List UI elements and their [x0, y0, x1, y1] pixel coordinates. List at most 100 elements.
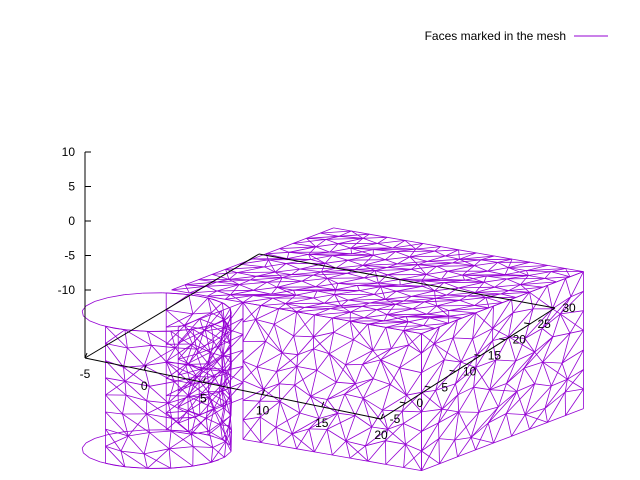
mesh-edge [196, 327, 225, 355]
mesh-edge [123, 367, 126, 382]
mesh-edge [132, 467, 152, 469]
mesh-edge [304, 305, 341, 308]
mesh-edge [524, 328, 543, 339]
mesh-edge [296, 366, 312, 397]
mesh-edge [165, 412, 189, 432]
mesh-edge [282, 352, 298, 356]
mesh-edge [239, 263, 265, 268]
mesh-edge [426, 310, 449, 315]
mesh-edge [216, 284, 240, 292]
mesh-edge [188, 363, 209, 365]
mesh-edge [211, 312, 225, 320]
mesh-edge [458, 249, 460, 260]
mesh-edge [438, 438, 440, 464]
mesh-edge [207, 424, 221, 436]
mesh-edge [105, 445, 122, 452]
mesh-edge [271, 293, 296, 296]
mesh-edge [275, 401, 281, 428]
mesh-edge [570, 290, 584, 298]
mesh-edge [206, 281, 217, 287]
mesh-edge [213, 401, 227, 409]
mesh-edge [260, 297, 273, 306]
mesh-edge [316, 290, 335, 295]
mesh-edge [403, 423, 422, 432]
mesh-edge [276, 366, 297, 372]
mesh-edge [128, 432, 150, 437]
mesh-edge [425, 274, 442, 280]
mesh-edge [188, 396, 196, 418]
mesh-edge [365, 428, 388, 447]
mesh-edge [475, 312, 493, 329]
mesh-edge [372, 350, 382, 361]
mesh-edge [376, 303, 396, 310]
mesh-edge [385, 296, 412, 300]
mesh-edge [487, 406, 499, 424]
mesh-edge [207, 363, 215, 378]
mesh-edge [208, 363, 227, 375]
mesh-edge [292, 428, 310, 435]
mesh-edge [274, 271, 283, 278]
mesh-edge [362, 348, 392, 365]
mesh-edge [332, 317, 351, 322]
mesh-edge [83, 315, 90, 322]
mesh-edge [567, 378, 584, 390]
mesh-edge [237, 272, 257, 277]
mesh-edge [524, 414, 530, 430]
mesh-edge [384, 320, 409, 323]
mesh-edge [331, 317, 335, 333]
mesh-edge [255, 305, 262, 320]
mesh-edge [107, 294, 125, 298]
mesh-edge [196, 353, 203, 370]
mesh-edge [350, 320, 369, 325]
mesh-edge [308, 428, 315, 452]
mesh-edge [187, 383, 192, 397]
mesh-edge [166, 383, 191, 396]
mesh-edge [225, 441, 232, 452]
mesh-edge [458, 411, 479, 413]
mesh-edge [308, 254, 311, 260]
mesh-edge [421, 274, 427, 282]
mesh-edge [475, 442, 494, 451]
mesh-edge [315, 243, 339, 248]
y-axis-back-line [84, 253, 260, 359]
mesh-edge [512, 308, 534, 314]
mesh-edge [433, 343, 445, 361]
mesh-edge [367, 324, 374, 351]
mesh-edge [335, 265, 364, 269]
mesh-edge [473, 359, 497, 388]
mesh-edge [520, 281, 557, 285]
mesh-edge [314, 311, 351, 316]
mesh-edge [404, 240, 423, 244]
mesh-edge [350, 243, 378, 249]
mesh-edge [313, 336, 330, 355]
mesh-edge [120, 450, 148, 469]
y-tick-label: -5 [390, 412, 401, 426]
x-tick-mark [143, 365, 147, 371]
mesh-edge [454, 437, 472, 441]
x-tick-mark [202, 377, 206, 383]
mesh-edge [544, 391, 566, 409]
mesh-edge [395, 251, 411, 258]
mesh-edge [475, 286, 495, 293]
mesh-edge [230, 289, 254, 296]
mesh-edge [181, 430, 199, 434]
x-tick-label: 20 [374, 428, 388, 442]
mesh-edge [143, 453, 171, 469]
mesh-edge [497, 262, 509, 268]
mesh-edge [190, 381, 209, 384]
mesh-edge [165, 325, 185, 345]
mesh-edge [206, 352, 211, 369]
mesh-edge [434, 290, 447, 296]
mesh-edge [421, 333, 435, 345]
mesh-edge [508, 312, 514, 337]
mesh-edge [528, 275, 545, 279]
mesh-edge [326, 399, 338, 414]
mesh-edge [219, 381, 244, 393]
mesh-edge [147, 331, 176, 349]
mesh-edge [359, 286, 381, 291]
mesh-edge [242, 305, 262, 323]
mesh-edge [340, 299, 349, 307]
mesh-edge [464, 279, 485, 283]
mesh-edge [291, 274, 314, 276]
mesh-edge [475, 305, 494, 314]
